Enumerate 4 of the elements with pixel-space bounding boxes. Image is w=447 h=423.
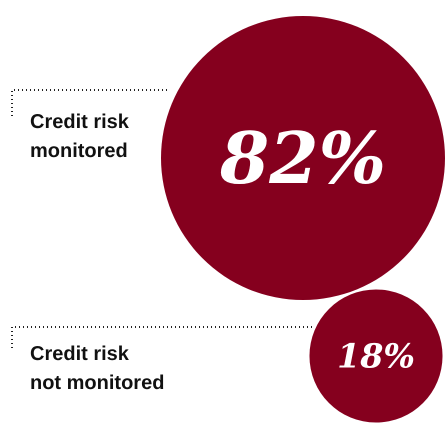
data-label: 82% xyxy=(218,116,386,200)
data-label: 18% xyxy=(337,336,415,376)
category-label: Credit risk not monitored xyxy=(30,343,164,394)
category-label: Credit risk monitored xyxy=(30,111,130,162)
